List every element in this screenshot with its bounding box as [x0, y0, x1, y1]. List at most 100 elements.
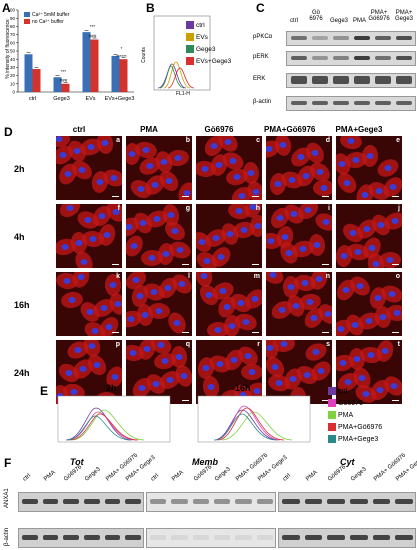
legend: ctrl Gö6976 PMA PMA+Gö6976 PMA+Gege3 — [328, 386, 382, 446]
lane-label: PMA+ Gö6976 — [368, 10, 390, 22]
panel-c: C ctrl Gö 6976 Gege3 PMA PMA+ Gö6976 PMA… — [252, 0, 417, 115]
micrograph: r — [196, 340, 262, 404]
blot-band — [375, 36, 391, 40]
blot-strip — [18, 528, 144, 548]
bar-0-1 — [53, 77, 62, 92]
y-tick-label: 0 — [12, 90, 15, 95]
row-label: 2h — [14, 164, 25, 174]
micrograph: g — [126, 204, 192, 268]
legend-label: PMA+Gö6976 — [338, 424, 383, 431]
y-tick-label: 90 — [10, 16, 16, 21]
legend-label: Gö6976 — [338, 400, 363, 407]
blot-band — [22, 535, 38, 540]
scale-bar — [322, 264, 329, 265]
blot-label-anxa1: ANXA1 — [4, 488, 10, 508]
blot-band — [396, 76, 412, 84]
blot-band — [350, 499, 368, 504]
micrograph: a — [56, 136, 122, 200]
legend-item: PMA+Gege3 — [328, 434, 382, 446]
blot-band — [125, 499, 141, 504]
blot-band — [235, 535, 252, 540]
row-label: 16h — [14, 300, 30, 310]
blot-band — [42, 499, 59, 504]
column-label: Gö6976 — [204, 125, 234, 134]
subpanel-letter: g — [185, 205, 190, 212]
subpanel-letter: q — [185, 341, 190, 348]
blot-label-ppkc: pPKCα — [253, 34, 273, 40]
lane-label: ctrl — [290, 18, 298, 24]
blot-band — [354, 56, 370, 60]
blot-band — [104, 535, 121, 540]
scale-bar — [392, 196, 399, 197]
significance-mark: ****** — [116, 54, 127, 59]
blot-band — [304, 535, 323, 540]
legend-item-evs-gege3: EVs+Gege3 — [186, 56, 231, 68]
axis-x-label: FL1-H — [176, 91, 190, 97]
blot-band — [304, 499, 323, 504]
group-label-tot: Tot — [70, 457, 84, 467]
blot-band — [333, 56, 349, 60]
subpanel-letter: t — [397, 341, 400, 348]
micrograph: e — [336, 136, 402, 200]
time-label-16h: 16h — [235, 383, 251, 393]
blot-band — [312, 36, 328, 40]
blot-band — [63, 535, 79, 540]
bar-1-3 — [119, 59, 128, 92]
significance-mark: *** — [90, 24, 96, 29]
micrograph: h — [196, 204, 262, 268]
panel-label-d: D — [4, 125, 13, 139]
histogram-16h — [197, 395, 311, 443]
micrograph: m — [196, 272, 262, 336]
blot-band — [312, 101, 328, 105]
blot-band — [291, 36, 307, 40]
legend-item-1: Ca²⁺ 5mM buffer — [24, 12, 69, 19]
scale-bar — [182, 264, 189, 265]
legend-item-2: no Ca²⁺ buffer — [24, 19, 69, 26]
blot-band — [282, 499, 300, 504]
bar-1-0 — [32, 69, 41, 92]
blot-band — [192, 499, 209, 504]
blot-band — [104, 499, 121, 504]
panel-e: E 2h 16h ctrl Gö6976 PMA PMA+Gö6976 PMA+… — [0, 378, 417, 452]
blot-band — [125, 535, 141, 540]
axis-y-label: Counts — [140, 47, 147, 63]
blot-band — [150, 499, 167, 504]
scale-bar — [112, 196, 119, 197]
subpanel-letter: p — [115, 341, 120, 348]
blot-band — [84, 499, 100, 504]
y-tick-label: 80 — [10, 24, 16, 29]
legend-label-2: no Ca²⁺ buffer — [32, 19, 64, 25]
bar-1-2 — [90, 39, 99, 92]
panel-a: A % intensity of fluorescence 0 10 20 30 40 5… — [0, 0, 140, 110]
group-label-memb: Memb — [192, 457, 219, 467]
micrograph: q — [126, 340, 192, 404]
blot-band — [327, 499, 345, 504]
column-label: ctrl — [72, 125, 86, 134]
bar-0-2 — [82, 32, 91, 92]
legend-label: ctrl — [196, 22, 205, 29]
blot-band — [42, 535, 59, 540]
blot-band — [354, 36, 370, 40]
panel-b: B FL1-H Counts ctrl EVs Gege3 EVs+Gege3 — [140, 0, 250, 110]
scale-bar — [182, 332, 189, 333]
lane-label: Gege3 — [330, 18, 349, 24]
blot-band — [150, 535, 167, 540]
histogram-2h — [57, 395, 171, 443]
legend-item: Gö6976 — [328, 398, 382, 410]
micrograph: l — [126, 272, 192, 336]
scale-bar — [322, 332, 329, 333]
blot-label-actin: β-actin — [4, 527, 10, 546]
subpanel-letter: c — [256, 137, 260, 144]
category-label: ctrl — [29, 96, 36, 102]
blot-band — [372, 535, 391, 540]
flow-histogram — [153, 15, 211, 91]
legend-item: ctrl — [328, 386, 382, 398]
lane-label: PMA — [304, 469, 319, 483]
significance-mark: *** — [61, 69, 67, 74]
scale-bar — [322, 196, 329, 197]
micrograph: f — [56, 204, 122, 268]
micrograph: t — [336, 340, 402, 404]
lane-label: Gö6976 — [192, 464, 213, 483]
micrograph: i — [266, 204, 332, 268]
blot-band — [375, 56, 391, 60]
